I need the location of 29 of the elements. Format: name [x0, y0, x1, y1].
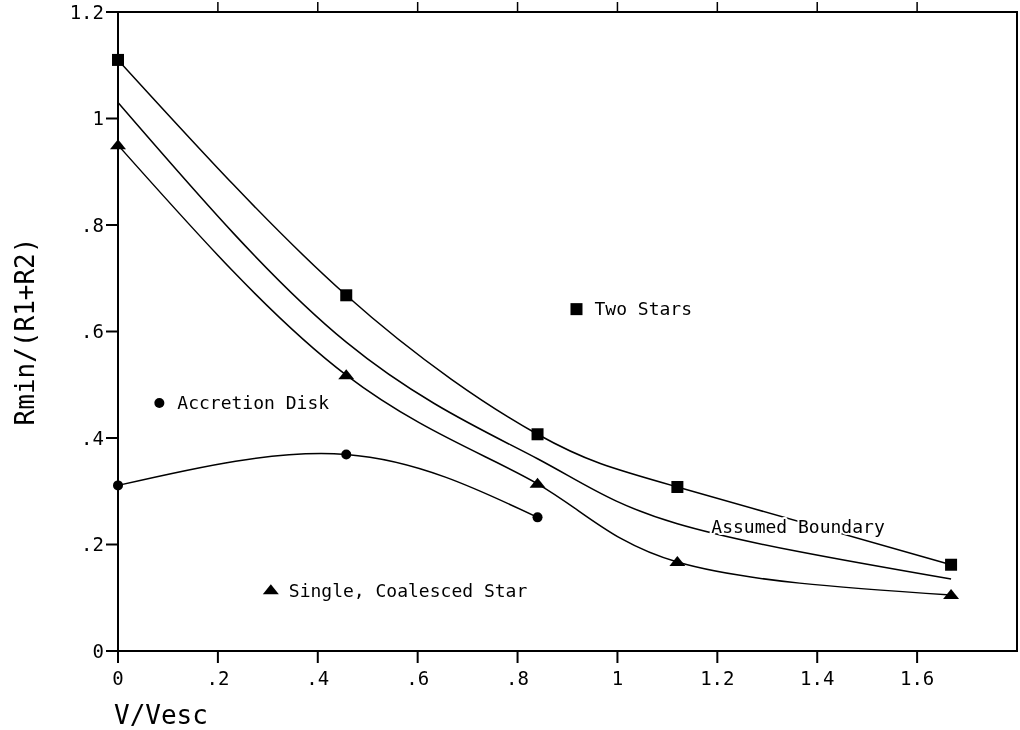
x-tick-label: 1.6 [899, 667, 935, 689]
x-tick-label: .4 [306, 667, 330, 689]
point [112, 53, 124, 66]
legend-label: Accretion Disk [177, 392, 330, 414]
x-axis-title: V/Vesc [114, 700, 208, 730]
x-tick-label: 0 [112, 667, 124, 689]
x-tick-label: .6 [406, 667, 430, 689]
y-tick-label: 0 [92, 639, 104, 662]
point [531, 428, 544, 441]
point [945, 558, 958, 571]
x-tick-label: .8 [506, 667, 529, 689]
point [341, 449, 352, 460]
x-tick-label: 1.2 [700, 667, 735, 689]
legend-label: Two Stars [594, 298, 693, 320]
y-tick-label: .2 [81, 533, 104, 556]
y-tick-label: .4 [81, 426, 104, 449]
y-tick-label: .8 [81, 213, 104, 236]
x-tick-label: .2 [206, 667, 230, 689]
point [671, 480, 684, 493]
y-tick-label: 1 [92, 107, 104, 130]
point [532, 512, 543, 523]
x-tick-label: 1.4 [800, 667, 835, 689]
x-tick-label: 1 [611, 667, 624, 689]
y-tick-label: .6 [81, 320, 104, 343]
point [340, 289, 353, 302]
legend-label: Single, Coalesced Star [288, 579, 528, 601]
point [113, 480, 123, 491]
y-axis-title: Rmin/(R1+R2) [10, 237, 40, 426]
y-tick-label: 1.2 [69, 0, 104, 23]
